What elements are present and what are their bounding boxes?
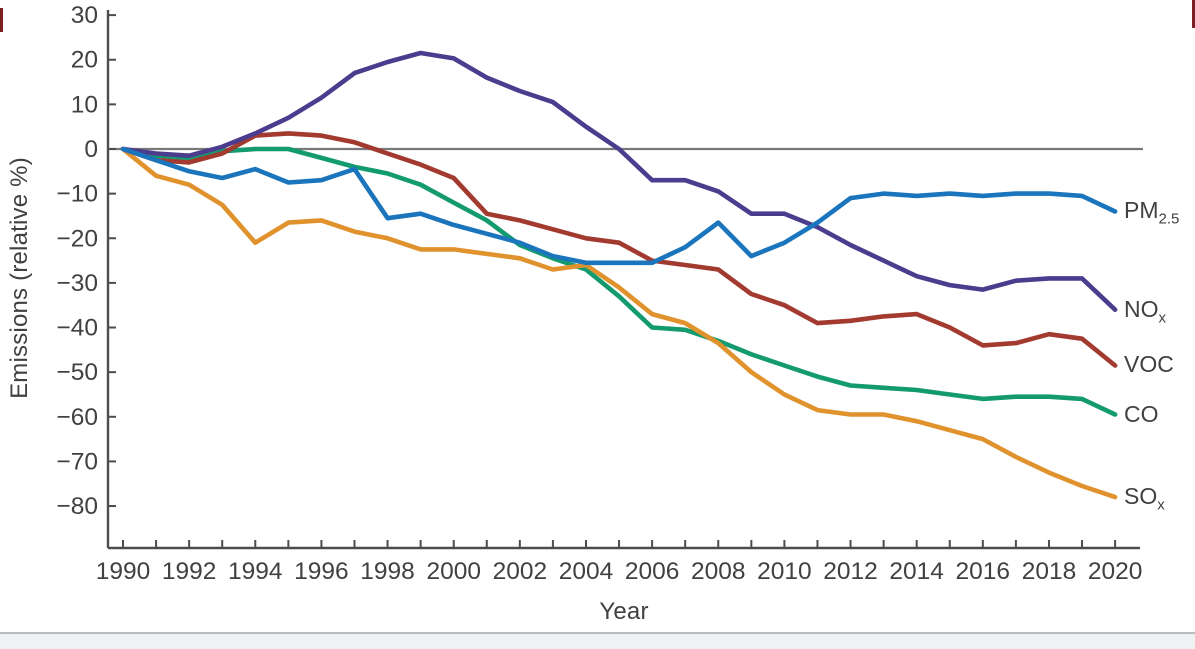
x-tick-label: 2008 [691,558,746,585]
x-tick-label: 2014 [889,558,944,585]
y-tick-label: 10 [71,91,98,118]
series-line-pm25 [120,146,1118,266]
x-tick-label: 1992 [162,558,217,585]
x-tick-label: 1996 [294,558,349,585]
x-tick-label: 2020 [1088,558,1143,585]
x-tick-label: 1990 [96,558,151,585]
x-tick-label: 2012 [823,558,878,585]
bottom-scroll-strip [0,632,1195,649]
screen-edge-artifact-right [1192,0,1195,28]
y-tick-label: −20 [56,225,98,252]
y-tick-label: 20 [71,47,98,74]
x-tick-label: 2016 [956,558,1011,585]
x-tick-label: 1994 [228,558,283,585]
y-tick-label: 30 [71,2,98,29]
series-line-nox [120,50,1118,313]
y-tick-label: −10 [56,181,98,208]
y-tick-label: −70 [56,448,98,475]
x-tick-label: 2004 [559,558,614,585]
y-tick-label: 0 [84,136,98,163]
series-label-sox: SOx [1124,483,1165,514]
series-label-voc: VOC [1124,351,1174,378]
series-line-co [120,146,1118,417]
y-tick-label: −80 [56,493,98,520]
y-tick-label: −30 [56,270,98,297]
series-label-co: CO [1124,400,1159,427]
x-tick-label: 2006 [625,558,680,585]
x-tick-label: 1998 [360,558,415,585]
series-label-nox: NOx [1124,295,1166,327]
y-tick-label: −50 [56,359,98,386]
series-label-pm25: PM2.5 [1124,197,1180,229]
series-line-voc [120,131,1118,368]
x-tick-label: 2002 [493,558,548,585]
x-tick-label: 2010 [757,558,812,585]
y-tick-label: −40 [56,315,98,342]
y-tick-label: −60 [56,404,98,431]
x-tick-label: 2000 [426,558,481,585]
series-line-sox [120,146,1118,500]
x-tick-label: 2018 [1022,558,1077,585]
screen-edge-artifact-left [0,8,3,32]
